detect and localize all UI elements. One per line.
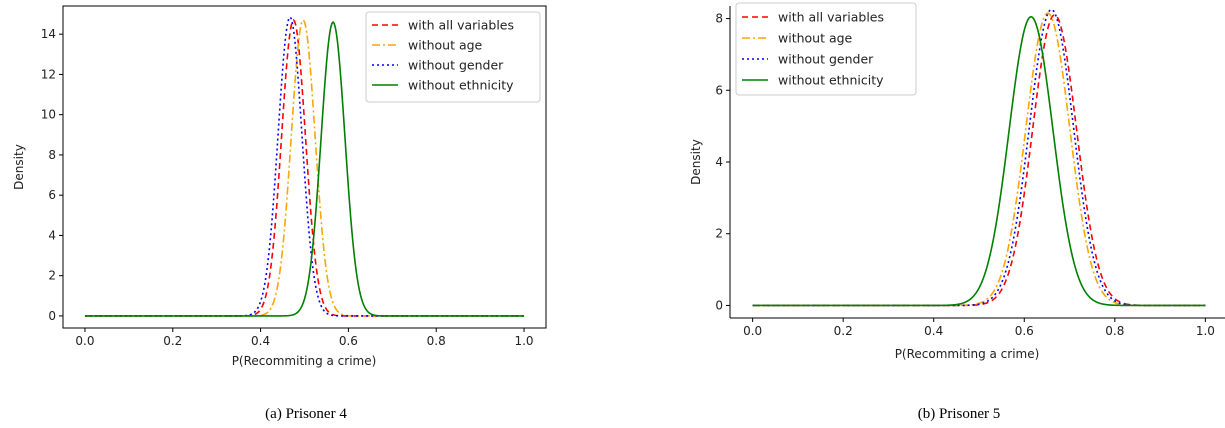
x-axis-ticks: 0.0 0.2 0.4 0.6 0.8 1.0 xyxy=(743,318,1215,338)
series-layer xyxy=(752,8,1206,307)
y-tick-label: 4 xyxy=(715,155,723,169)
x-tick-label: 0.4 xyxy=(924,324,943,338)
legend: with all variables without age without gen… xyxy=(735,2,917,96)
y-tick-label: 8 xyxy=(715,12,723,26)
chart-caption: (a) Prisoner 4 xyxy=(265,406,347,422)
legend-label: without gender xyxy=(778,52,874,67)
y-tick-label: 2 xyxy=(715,227,723,241)
x-tick-label: 0.4 xyxy=(251,334,270,348)
legend-label: with all variables xyxy=(408,18,514,33)
legend-label: without gender xyxy=(408,58,504,73)
y-axis-ticks: 0 2 4 6 8 10 12 14 xyxy=(41,27,63,323)
x-axis-label: P(Recommiting a crime) xyxy=(232,354,377,368)
series-layer xyxy=(84,15,525,317)
x-tick-label: 1.0 xyxy=(1196,324,1215,338)
legend-label: without ethnicity xyxy=(408,78,514,93)
series-line-without-ethnicity xyxy=(84,20,525,317)
y-tick-label: 6 xyxy=(715,83,723,97)
plot-area-frame xyxy=(62,5,547,329)
legend-label: without ethnicity xyxy=(778,73,884,88)
legend-label: without age xyxy=(778,31,853,46)
y-tick-label: 10 xyxy=(41,108,56,122)
x-tick-label: 0.2 xyxy=(163,334,182,348)
legend-frame xyxy=(735,2,917,96)
y-tick-label: 0 xyxy=(715,298,723,312)
x-tick-label: 1.0 xyxy=(514,334,533,348)
legend-label: without age xyxy=(408,38,483,53)
y-tick-label: 2 xyxy=(48,269,56,283)
chart-caption: (b) Prisoner 5 xyxy=(918,406,1001,422)
chart-prisoner-5: 0.0 0.2 0.4 0.6 0.8 1.0 0 2 4 6 8 P(Recommiting a… xyxy=(689,2,1225,422)
x-tick-label: 0.6 xyxy=(1015,324,1034,338)
x-axis-label: P(Recommiting a crime) xyxy=(895,347,1040,361)
x-tick-label: 0.8 xyxy=(427,334,446,348)
y-axis-label: Density xyxy=(689,139,703,185)
y-axis-label: Density xyxy=(12,144,26,190)
series-line-without-age xyxy=(84,19,525,317)
y-tick-label: 4 xyxy=(48,228,56,242)
x-tick-label: 0.0 xyxy=(75,334,94,348)
y-tick-label: 6 xyxy=(48,188,56,202)
series-line-without-ethnicity xyxy=(752,15,1206,307)
legend-label: with all variables xyxy=(778,10,884,25)
legend-frame xyxy=(365,11,541,103)
x-tick-label: 0.8 xyxy=(1105,324,1124,338)
series-line-without-gender xyxy=(84,15,525,317)
y-tick-label: 12 xyxy=(41,67,56,81)
legend: with all variables without age without gen… xyxy=(365,11,541,103)
y-tick-label: 0 xyxy=(48,309,56,323)
y-tick-label: 14 xyxy=(41,27,56,41)
chart-prisoner-4: 0.0 0.2 0.4 0.6 0.8 1.0 0 2 4 6 8 10 12 14 P(Recommi… xyxy=(12,5,547,422)
x-axis-ticks: 0.0 0.2 0.4 0.6 0.8 1.0 xyxy=(75,328,534,348)
x-tick-label: 0.6 xyxy=(339,334,358,348)
y-axis-ticks: 0 2 4 6 8 xyxy=(715,12,730,312)
x-tick-label: 0.2 xyxy=(834,324,853,338)
x-tick-label: 0.0 xyxy=(743,324,762,338)
y-tick-label: 8 xyxy=(48,148,56,162)
